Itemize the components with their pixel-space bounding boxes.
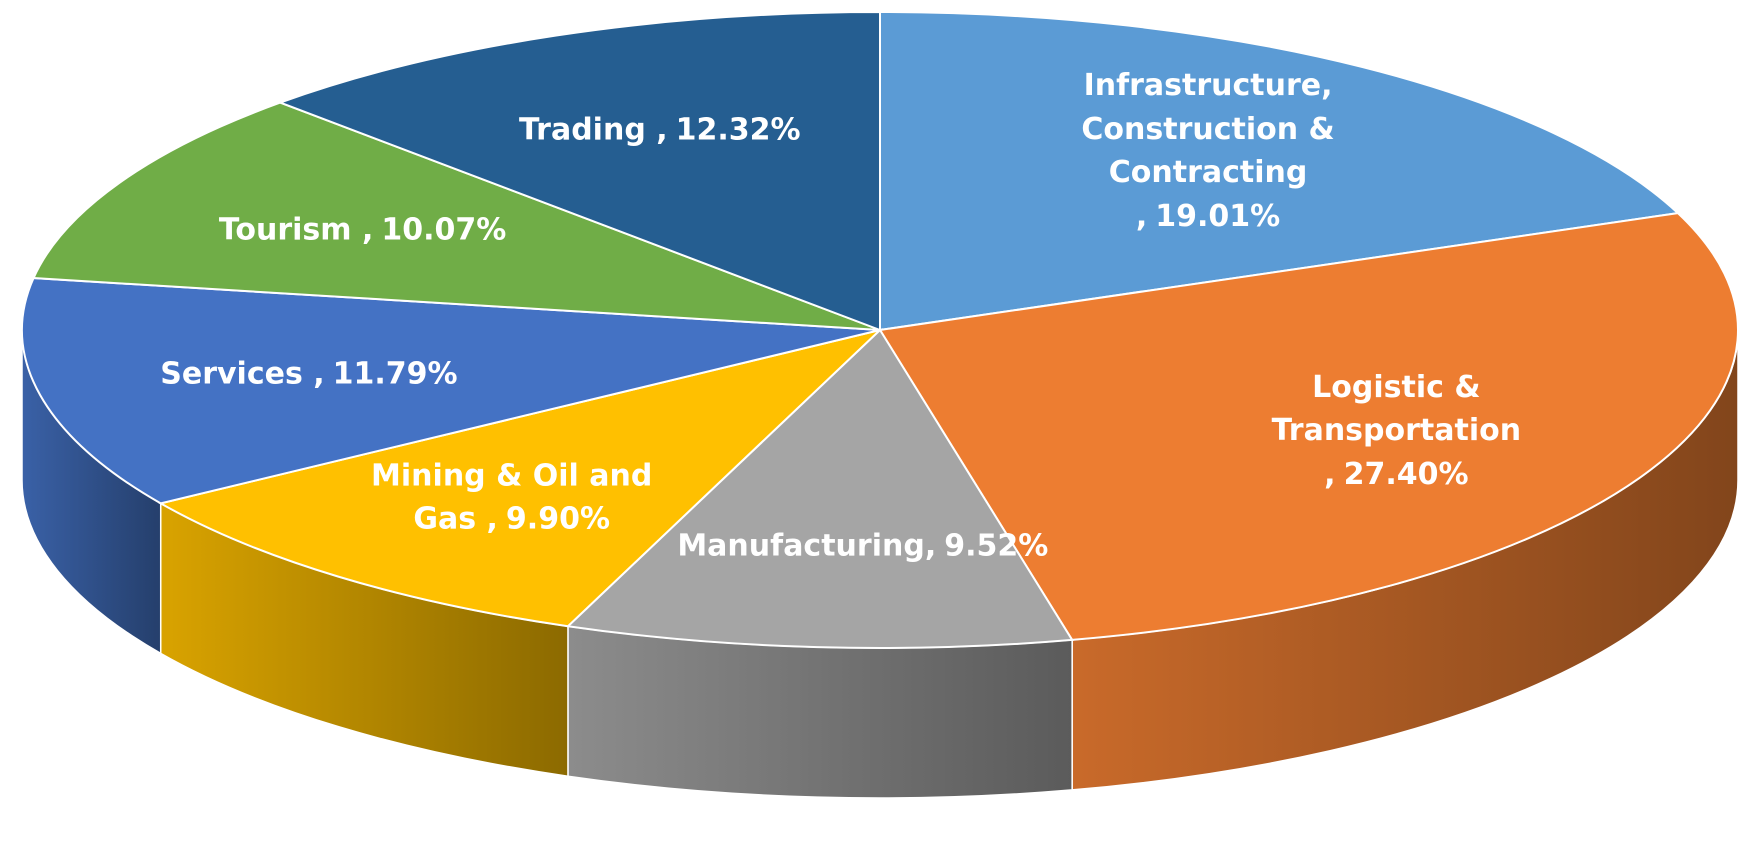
slice bbox=[878, 212, 1739, 641]
slice bbox=[21, 276, 881, 505]
value-label: 27.40% bbox=[1343, 456, 1469, 492]
category-label: Infrastructure, Construction & Contracti… bbox=[1081, 68, 1335, 234]
data-label: Tourism , 10.07% bbox=[203, 208, 523, 252]
value-label: 19.01% bbox=[1155, 198, 1281, 234]
data-label: Trading , 12.32% bbox=[500, 108, 820, 152]
category-label: Manufacturing, bbox=[677, 527, 937, 563]
slice bbox=[158, 328, 884, 628]
value-label: 11.79% bbox=[332, 356, 458, 392]
value-label: 9.90% bbox=[505, 501, 610, 537]
slice-side bbox=[567, 625, 1073, 799]
data-label: Infrastructure, Construction & Contracti… bbox=[1048, 64, 1368, 238]
value-label: 10.07% bbox=[381, 212, 507, 248]
slice bbox=[277, 10, 881, 332]
category-label: Logistic & Transportation , bbox=[1271, 369, 1522, 492]
data-label: Logistic & Transportation , 27.40% bbox=[1236, 365, 1556, 496]
value-label: 12.32% bbox=[675, 112, 801, 147]
slice bbox=[879, 10, 1681, 332]
slice bbox=[565, 328, 1074, 649]
data-label: Services , 11.79% bbox=[149, 353, 469, 397]
category-label: Tourism , bbox=[218, 212, 374, 248]
category-label: Trading , bbox=[519, 112, 668, 147]
value-label: 9.52% bbox=[944, 527, 1049, 563]
category-label: Mining & Oil and Gas , bbox=[371, 458, 653, 537]
category-label: Services , bbox=[160, 356, 325, 392]
slice bbox=[32, 101, 881, 331]
data-label: Mining & Oil and Gas , 9.90% bbox=[352, 454, 672, 541]
data-label: Manufacturing, 9.52% bbox=[677, 524, 1048, 568]
